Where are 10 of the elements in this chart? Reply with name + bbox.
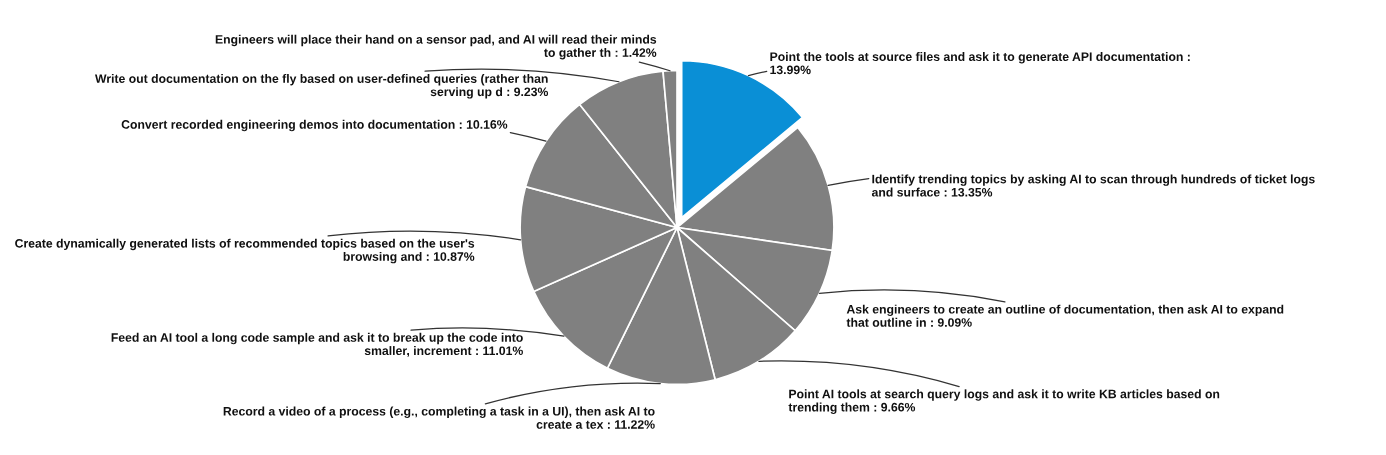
slice-label: Point the tools at source files and ask it to generate API documentation : 13.99% — [770, 52, 1190, 75]
slice-label: Convert recorded engineering demos into documentation : 10.16% — [121, 119, 508, 132]
slice-label: Identify trending topics by asking AI to scan through hundreds of ticket logs and surface : 13.35% — [871, 174, 1315, 197]
slice-label: Point AI tools at search query logs and ask it to write KB articles based on trending them : 9.66% — [788, 389, 1220, 414]
slice-label: Engineers will place their hand on a sensor pad, and AI will read their minds to gather th : 1.42% — [215, 34, 657, 60]
slice-label: Write out documentation on the fly based on user-defined queries (rather than serving up d : 9.23% — [95, 73, 549, 99]
slice-label: Create dynamically generated lists of recommended topics based on the user's browsing and : 10.87% — [15, 238, 475, 264]
slice-label: Feed an AI tool a long code sample and ask it to break up the code into smaller, increment : 11.01% — [111, 332, 523, 357]
slice-label: Ask engineers to create an outline of documentation, then ask AI to expand that outline in : 9.09% — [846, 304, 1284, 327]
slice-label: Record a video of a process (e.g., completing a task in a UI), then ask AI to create a tex : 11.22% — [223, 406, 655, 429]
